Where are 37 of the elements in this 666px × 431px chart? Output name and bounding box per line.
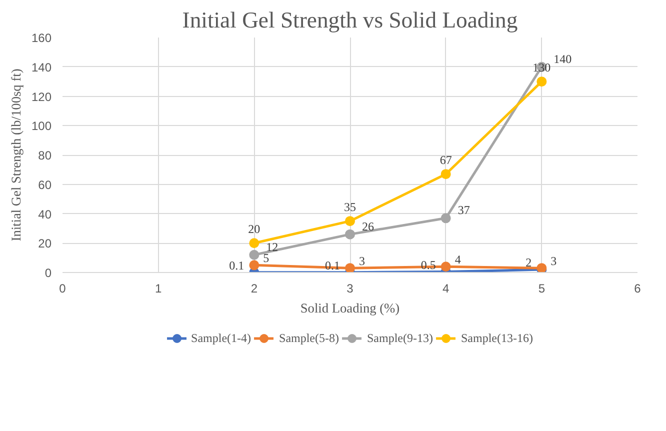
data-label: 26 <box>362 219 374 234</box>
data-label: 12 <box>266 240 278 254</box>
y-tick-label: 40 <box>38 207 52 222</box>
legend-label: Sample(9-13) <box>367 330 433 346</box>
x-tick-label: 2 <box>250 282 258 296</box>
data-label: 3 <box>550 254 557 268</box>
legend-label: Sample(5-8) <box>279 330 339 346</box>
x-axis-title: Solid Loading (%) <box>300 300 400 316</box>
chart-title: Initial Gel Strength vs Solid Loading <box>182 8 518 32</box>
legend-label: Sample(13-16) <box>460 330 533 346</box>
y-tick-label: 140 <box>31 60 52 74</box>
y-tick-label: 20 <box>38 236 52 251</box>
x-tick-label: 5 <box>538 282 546 296</box>
y-tick-label: 100 <box>31 119 52 134</box>
y-tick-label: 80 <box>38 148 52 162</box>
data-label: 67 <box>440 153 452 168</box>
data-label: 0.1 <box>229 258 244 272</box>
x-tick-label: 3 <box>346 282 354 296</box>
data-label: 2 <box>526 256 532 270</box>
y-tick-label: 60 <box>38 178 52 192</box>
data-label: 20 <box>248 222 260 236</box>
data-label: 37 <box>458 203 470 218</box>
x-tick-label: 1 <box>154 282 162 296</box>
data-label: 35 <box>344 200 356 214</box>
x-tick-label: 0 <box>59 282 66 296</box>
data-label: 130 <box>532 60 551 75</box>
data-label: 3 <box>359 254 365 268</box>
data-label: 5 <box>263 251 270 266</box>
x-tick-label: 6 <box>634 282 642 296</box>
y-tick-label: 120 <box>31 90 52 104</box>
y-axis-title: Initial Gel Strength (lb/100sq ft) <box>8 68 24 242</box>
y-tick-label: 160 <box>31 31 52 45</box>
x-tick-label: 4 <box>442 282 450 296</box>
y-tick-label: 0 <box>44 266 52 280</box>
data-label: 140 <box>554 52 572 66</box>
legend-label: Sample(1-4) <box>191 330 252 346</box>
data-label: 4 <box>454 252 461 267</box>
